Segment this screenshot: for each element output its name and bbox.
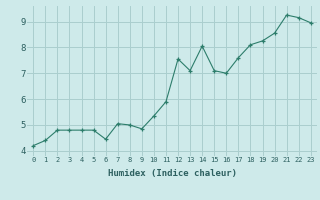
X-axis label: Humidex (Indice chaleur): Humidex (Indice chaleur) — [108, 169, 236, 178]
